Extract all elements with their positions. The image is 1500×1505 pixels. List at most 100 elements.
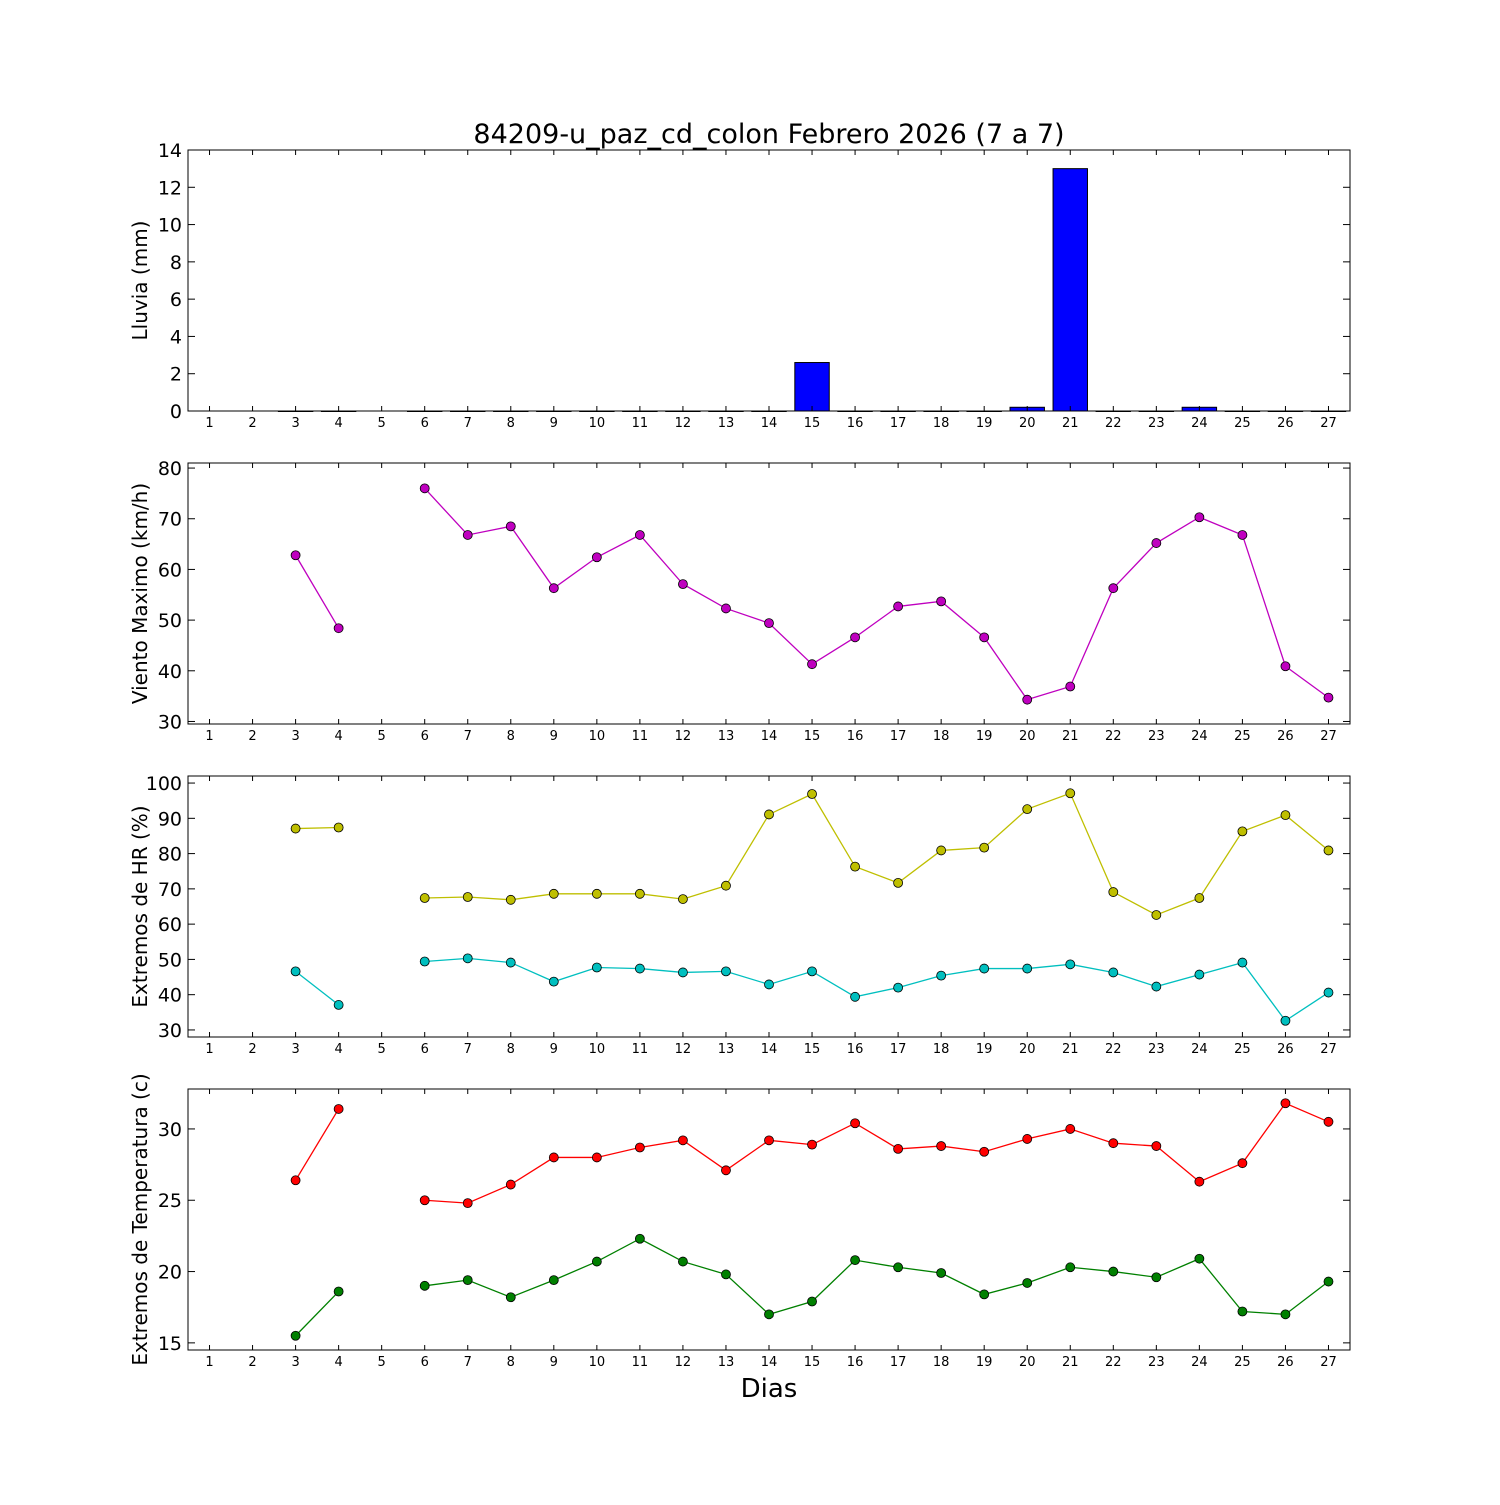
series-line-2-0	[295, 826, 339, 830]
data-point-1-0-day-23	[1151, 538, 1162, 548]
y-tick-label-1-40: 40	[158, 661, 182, 683]
series-line-3-0	[424, 1102, 1329, 1204]
data-point-2-1-day-17	[893, 982, 904, 993]
y-tick-label-2-70: 70	[158, 879, 182, 901]
x-tick-label-0-14: 14	[761, 416, 778, 431]
data-point-3-1-day-15	[807, 1296, 817, 1307]
x-tick-label-0-22: 22	[1105, 416, 1122, 431]
x-tick-label-0-27: 27	[1320, 416, 1337, 431]
data-point-2-1-day-9	[548, 976, 559, 987]
x-tick-label-1-27: 27	[1320, 729, 1337, 744]
data-point-2-1-day-23	[1151, 981, 1162, 992]
data-point-3-1-day-9	[548, 1275, 559, 1286]
data-point-3-1-day-17	[893, 1262, 904, 1273]
series-line-2-1	[295, 970, 340, 1006]
x-tick-label-2-11: 11	[632, 1042, 649, 1057]
data-point-2-0-day-16	[850, 861, 860, 872]
y-tick-label-2-30: 30	[158, 1020, 182, 1042]
x-tick-label-3-6: 6	[421, 1355, 429, 1370]
series-line-2-0	[424, 792, 1329, 916]
x-tick-label-3-2: 2	[248, 1355, 256, 1370]
data-point-3-0-day-14	[764, 1135, 774, 1146]
x-tick-label-3-7: 7	[464, 1355, 472, 1370]
data-point-2-0-day-3	[290, 823, 301, 834]
data-point-2-0-day-14	[764, 809, 774, 820]
data-point-2-0-day-13	[721, 880, 731, 891]
x-tick-label-2-17: 17	[890, 1042, 907, 1057]
data-point-3-0-day-24	[1194, 1176, 1205, 1187]
y-tick-label-3-20: 20	[158, 1262, 182, 1284]
x-tick-label-2-16: 16	[847, 1042, 864, 1057]
data-point-2-1-day-27	[1323, 987, 1334, 998]
x-tick-label-2-10: 10	[589, 1042, 606, 1057]
y-tick-label-0-2: 2	[170, 364, 182, 386]
data-point-3-1-day-25	[1237, 1306, 1248, 1317]
x-tick-label-2-1: 1	[205, 1042, 213, 1057]
y-tick-label-1-50: 50	[158, 610, 182, 632]
data-point-3-0-day-10	[591, 1152, 602, 1163]
x-tick-label-0-8: 8	[507, 416, 515, 431]
x-tick-label-2-21: 21	[1062, 1042, 1079, 1057]
x-tick-label-2-22: 22	[1105, 1042, 1122, 1057]
x-tick-label-2-20: 20	[1019, 1042, 1036, 1057]
series-line-3-1	[424, 1238, 1329, 1316]
data-point-3-1-day-3	[290, 1330, 301, 1341]
x-tick-label-3-19: 19	[976, 1355, 993, 1370]
data-point-2-0-day-23	[1151, 910, 1162, 920]
x-tick-label-1-13: 13	[718, 729, 735, 744]
y-tick-label-0-6: 6	[170, 289, 182, 311]
x-tick-label-3-25: 25	[1234, 1355, 1251, 1370]
x-tick-label-2-24: 24	[1191, 1042, 1208, 1057]
data-point-1-0-day-18	[936, 596, 947, 607]
series-line-2-1	[424, 957, 1329, 1022]
x-tick-label-0-21: 21	[1062, 416, 1079, 431]
x-tick-label-1-14: 14	[761, 729, 778, 744]
data-point-3-0-day-11	[634, 1142, 645, 1153]
x-tick-label-1-11: 11	[632, 729, 649, 744]
x-tick-label-1-3: 3	[291, 729, 299, 744]
x-tick-label-2-6: 6	[421, 1042, 429, 1057]
x-tick-label-2-13: 13	[718, 1042, 735, 1057]
x-tick-label-1-25: 25	[1234, 729, 1251, 744]
data-point-3-0-day-3	[290, 1175, 301, 1186]
data-point-2-1-day-21	[1065, 959, 1076, 970]
data-point-3-1-day-13	[721, 1269, 731, 1280]
data-point-1-0-day-17	[893, 601, 904, 612]
x-tick-label-0-6: 6	[421, 416, 429, 431]
x-tick-label-3-20: 20	[1019, 1355, 1036, 1370]
data-point-3-0-day-20	[1022, 1134, 1033, 1144]
data-point-2-1-day-25	[1237, 957, 1248, 968]
data-point-3-1-day-24	[1194, 1253, 1205, 1264]
x-tick-label-1-7: 7	[464, 729, 472, 744]
data-point-2-1-day-13	[721, 966, 731, 977]
x-tick-label-2-19: 19	[976, 1042, 993, 1057]
x-tick-label-2-27: 27	[1320, 1042, 1337, 1057]
data-point-3-1-day-21	[1065, 1262, 1076, 1273]
data-point-3-0-day-15	[807, 1139, 817, 1150]
data-point-2-1-day-20	[1022, 963, 1033, 974]
y-tick-label-3-25: 25	[158, 1190, 182, 1212]
data-point-3-1-day-16	[850, 1255, 860, 1266]
x-tick-label-2-8: 8	[507, 1042, 515, 1057]
y-tick-label-3-30: 30	[158, 1119, 182, 1141]
data-point-2-1-day-16	[850, 991, 860, 1002]
x-tick-label-3-27: 27	[1320, 1355, 1337, 1370]
data-point-3-1-day-8	[505, 1292, 516, 1303]
data-point-2-1-day-24	[1194, 969, 1205, 980]
y-tick-label-3-15: 15	[158, 1333, 182, 1355]
x-tick-label-3-23: 23	[1148, 1355, 1165, 1370]
data-point-1-0-day-15	[807, 659, 817, 670]
x-tick-label-1-1: 1	[205, 729, 213, 744]
data-point-3-0-day-21	[1065, 1124, 1076, 1134]
y-tick-label-2-100: 100	[146, 773, 182, 795]
data-point-2-1-day-15	[807, 966, 817, 977]
data-point-3-0-day-27	[1323, 1116, 1334, 1127]
x-tick-label-2-9: 9	[550, 1042, 558, 1057]
x-tick-label-0-19: 19	[976, 416, 993, 431]
data-point-1-0-day-19	[979, 632, 990, 643]
y-tick-label-0-10: 10	[158, 215, 182, 237]
bar-day-21	[1052, 168, 1088, 412]
x-tick-label-2-4: 4	[334, 1042, 342, 1057]
x-tick-label-2-12: 12	[675, 1042, 692, 1057]
data-point-2-0-day-27	[1323, 845, 1334, 856]
